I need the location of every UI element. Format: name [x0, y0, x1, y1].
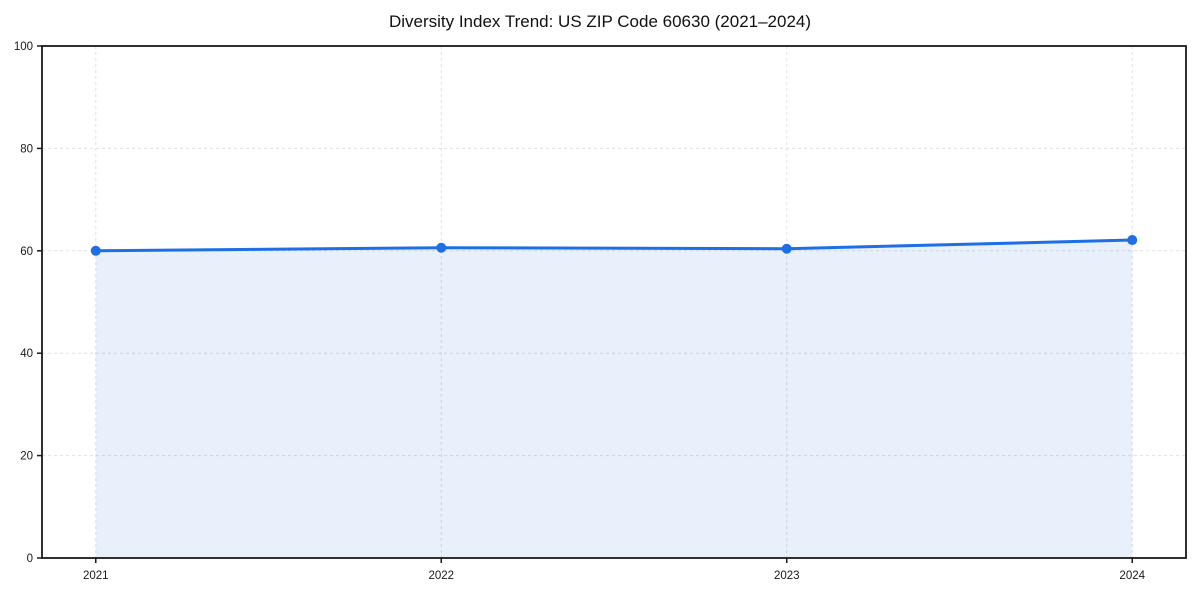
plot-border	[41, 45, 1187, 559]
y-tick-label: 100	[14, 41, 33, 53]
x-tick-label: 2021	[83, 570, 109, 582]
trend-line	[94, 238, 1134, 253]
trend-line-layer	[94, 238, 1134, 253]
data-point-2024	[1127, 235, 1138, 246]
area-fill-layer	[95, 240, 1133, 558]
data-point-2021	[90, 245, 101, 256]
y-tick-label: 0	[27, 553, 33, 565]
y-axis: 0 20 40 60 80 100	[14, 41, 42, 565]
y-tick-label: 20	[20, 451, 33, 463]
chart-title: Diversity Index Trend: US ZIP Code 60630…	[389, 12, 811, 31]
data-points-layer	[90, 235, 1138, 256]
y-tick-label: 80	[20, 143, 33, 155]
x-tick-label: 2023	[774, 570, 800, 582]
x-tick-label: 2024	[1119, 570, 1145, 582]
x-tick-label: 2022	[428, 570, 454, 582]
plot-frame	[41, 45, 1187, 559]
data-point-2023	[781, 243, 792, 254]
y-tick-label: 60	[20, 246, 33, 258]
area-fill	[95, 240, 1133, 558]
x-axis: 2021 2022 2023 2024	[83, 558, 1146, 582]
y-tick-label: 40	[20, 348, 33, 360]
data-point-2022	[436, 242, 447, 253]
